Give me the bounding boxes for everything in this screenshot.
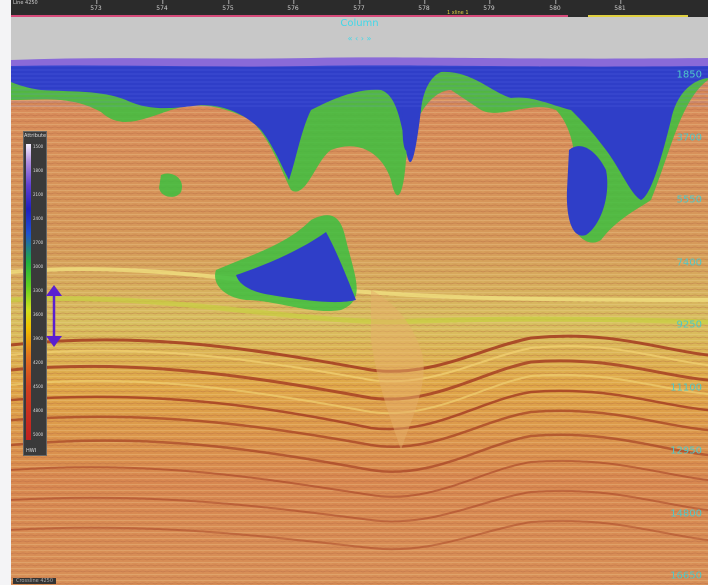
color-tick: 5000 bbox=[33, 432, 44, 437]
selection-bar bbox=[11, 15, 568, 17]
depth-label: 7400 bbox=[676, 257, 702, 269]
depth-label: 16650 bbox=[670, 570, 702, 582]
ruler-tick: 581 bbox=[614, 0, 626, 12]
color-legend-footer: HWI bbox=[26, 448, 37, 454]
color-tick: 4500 bbox=[33, 384, 44, 389]
color-tick: 2700 bbox=[33, 240, 44, 245]
double-arrow-icon[interactable] bbox=[45, 285, 63, 347]
color-legend[interactable]: Attribute 1500 1800 2100 2400 2700 3000 … bbox=[23, 131, 47, 456]
color-tick: 1500 bbox=[33, 144, 44, 149]
chaotic-zone bbox=[371, 290, 424, 450]
color-tick: 3900 bbox=[33, 336, 44, 341]
color-tick: 1800 bbox=[33, 168, 44, 173]
ruler-tick: 574 bbox=[156, 0, 168, 12]
depth-label: 11100 bbox=[670, 382, 702, 394]
color-tick: 4800 bbox=[33, 408, 44, 413]
reflector-bands bbox=[11, 267, 708, 551]
color-scale bbox=[26, 144, 31, 440]
highlight-bar bbox=[588, 15, 688, 17]
ruler-tick: 578 bbox=[418, 0, 430, 12]
line-label: Line 4250 bbox=[13, 0, 38, 6]
seismic-section[interactable] bbox=[11, 0, 708, 585]
ruler-tick: 573 bbox=[90, 0, 102, 12]
ruler-tick: 579 bbox=[483, 0, 495, 12]
seismic-viewer[interactable]: Line 4250 573 574 575 576 577 578 579 58… bbox=[11, 0, 708, 585]
color-tick: 2100 bbox=[33, 192, 44, 197]
ruler-tick: 577 bbox=[353, 0, 365, 12]
color-tick: 3600 bbox=[33, 312, 44, 317]
crossline-marker: 1 xline 1 bbox=[447, 10, 469, 16]
depth-label: 9250 bbox=[676, 319, 702, 331]
seafloor bbox=[11, 57, 708, 67]
ruler-tick: 575 bbox=[222, 0, 234, 12]
color-tick: 4200 bbox=[33, 360, 44, 365]
color-legend-title: Attribute bbox=[24, 133, 47, 139]
depth-label: 12950 bbox=[670, 445, 702, 457]
crossline-label: Crossline 4250 bbox=[13, 578, 57, 584]
header-ruler[interactable]: Line 4250 573 574 575 576 577 578 579 58… bbox=[11, 0, 708, 17]
salt-layering bbox=[11, 62, 708, 107]
column-title: Column bbox=[340, 18, 379, 29]
color-tick: 2400 bbox=[33, 216, 44, 221]
depth-label: 14800 bbox=[670, 508, 702, 520]
color-tick: 3000 bbox=[33, 264, 44, 269]
ruler-tick: 576 bbox=[287, 0, 299, 12]
column-navigation[interactable]: « ‹ › » bbox=[347, 34, 372, 43]
depth-label: 3700 bbox=[676, 132, 702, 144]
ruler-tick: 580 bbox=[549, 0, 561, 12]
depth-label: 5550 bbox=[676, 194, 702, 206]
depth-label: 1850 bbox=[676, 69, 702, 81]
color-tick: 3300 bbox=[33, 288, 44, 293]
